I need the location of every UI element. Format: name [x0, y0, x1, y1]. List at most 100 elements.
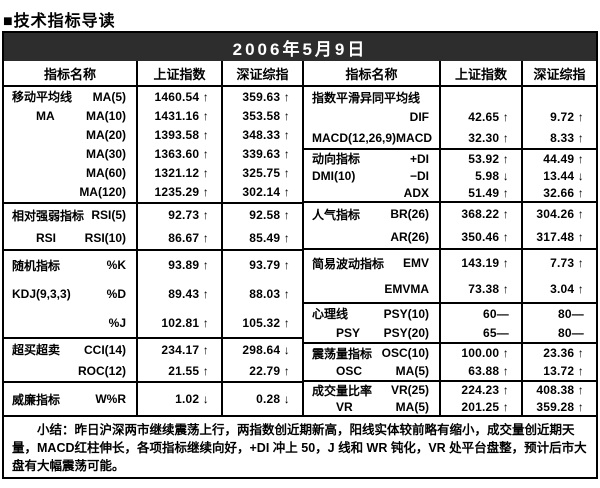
column-header-shenzhen-right: 深证综指: [533, 66, 586, 82]
shanghai-index-value: 32.30 ↑: [441, 127, 523, 148]
indicator-group-label: VR: [336, 399, 353, 414]
page-title: ■技术指标导读: [3, 13, 116, 30]
indicator-group-label: 随机指标: [12, 258, 61, 273]
table-row: 威廉指标 W%R 1.02 ↓ 0.28 ↓: [4, 383, 304, 415]
shanghai-index-value: 5.98 ↓: [441, 167, 523, 184]
table-row: MA(120) 1235.29 ↑ 302.14 ↑: [4, 182, 304, 203]
shanghai-index-value: 42.65 ↑: [441, 107, 523, 128]
table-row: MA(30) 1363.60 ↑ 339.63 ↑: [4, 144, 304, 164]
shenzhen-index-value: 302.14 ↑: [223, 182, 304, 203]
table-row: PSY PSY(20) 65— 80—: [304, 323, 596, 342]
table-row: MA MA(10) 1431.16 ↑ 353.58 ↑: [4, 106, 304, 126]
table-row: 指数平滑异同平均线: [304, 87, 596, 108]
column-header-indicator-right: 指标名称: [304, 61, 441, 85]
column-header-shanghai-right: 上证指数: [441, 61, 523, 85]
shanghai-index-value: 93.89 ↑: [138, 251, 223, 280]
shenzhen-index-value: 339.63 ↑: [223, 144, 304, 164]
indicator-group-label: 人气指标: [312, 207, 361, 222]
indicator-name-cell: 超买超卖 CCI(14): [4, 339, 138, 360]
indicator-name-cell: MA(20): [4, 125, 138, 145]
indicator-block-rsi: 相对强弱指标 RSI(5) 92.73 ↑ 92.58 ↑ RSI RSI(10) 86.6…: [4, 202, 304, 249]
indicator-sub-label: PSY(20): [383, 325, 429, 340]
indicator-name-cell: VR MA(5): [304, 398, 441, 415]
indicator-group-label: 威廉指标: [12, 392, 61, 407]
table-row: EMVMA 73.38 ↑ 3.04 ↑: [304, 276, 596, 302]
indicator-table: 2006年5月9日 指标名称 上证指数 深证综指 指标名称 上证指数 深证综指 …: [2, 31, 598, 479]
indicator-name-cell: KDJ(9,3,3) %D: [4, 279, 138, 309]
shanghai-index-value: 51.49 ↑: [441, 184, 523, 201]
indicator-sub-label: MA(5): [395, 399, 429, 414]
indicator-group-label: MA: [36, 108, 55, 123]
shanghai-index-value: 143.19 ↑: [441, 250, 523, 276]
shenzhen-index-value: 298.64 ↓: [223, 339, 304, 360]
indicator-name-cell: %J: [4, 308, 138, 338]
indicator-sub-label: MA(5): [395, 364, 429, 378]
table-row: KDJ(9,3,3) %D 89.43 ↑ 88.03 ↑: [4, 279, 304, 309]
indicator-block-kdj: 随机指标 %K 93.89 ↑ 93.79 ↑ KDJ(9,3,3) %D 89.43 ↑ 8…: [4, 249, 304, 338]
indicator-name-cell: 威廉指标 W%R: [4, 383, 138, 415]
table-row: ADX 51.49 ↑ 32.66 ↑: [304, 184, 596, 201]
indicator-sub-label: VR(25): [390, 383, 429, 398]
shanghai-index-value: 53.92 ↑: [441, 150, 523, 167]
indicator-group-label: 指数平滑异同平均线: [312, 90, 421, 105]
indicator-sub-label: −DI: [409, 168, 429, 183]
indicator-group-label: DMI(10): [312, 168, 356, 183]
shanghai-index-value: 368.22 ↑: [441, 203, 523, 226]
indicator-sub-label: MA(30): [85, 147, 126, 162]
indicator-sub-label: CCI(14): [83, 342, 126, 357]
table-row: 简易波动指标 EMV 143.19 ↑ 7.73 ↑: [304, 250, 596, 276]
indicator-group-label: OSC: [336, 364, 363, 378]
indicator-sub-label: AR(26): [390, 229, 429, 244]
indicator-name-cell: MA(60): [4, 163, 138, 183]
shanghai-index-value: 1363.60 ↑: [138, 144, 223, 164]
indicator-name-cell: MA MA(10): [4, 106, 138, 126]
indicator-block-emv: 简易波动指标 EMV 143.19 ↑ 7.73 ↑ EMVMA 73.38 ↑ 3.04 …: [304, 248, 596, 302]
shenzhen-index-value: 80—: [558, 306, 584, 321]
indicator-group-label: RSI: [36, 230, 57, 245]
indicator-group-label: 超买超卖: [12, 343, 61, 357]
shenzhen-index-value: 408.38 ↑: [536, 383, 584, 398]
shenzhen-index-value: 93.79 ↑: [223, 251, 304, 280]
table-row: ROC(12) 21.55 ↑ 22.79 ↑: [4, 360, 304, 381]
indicator-sub-label: MA(60): [85, 166, 126, 181]
shenzhen-index-value: 8.33 ↑: [550, 130, 584, 145]
indicator-sub-label: PSY(10): [383, 306, 429, 321]
indicator-group-label: MACD(12,26,9): [312, 130, 397, 145]
indicator-block-brar: 人气指标 BR(26) 368.22 ↑ 304.26 ↑ AR(26) 350.46 ↑…: [304, 201, 596, 248]
indicator-sub-label: DIF: [409, 110, 429, 125]
indicator-group-label: 移动平均线: [12, 90, 73, 105]
shenzhen-index-value: 13.44 ↓: [543, 168, 584, 183]
indicator-name-cell: 心理线 PSY(10): [304, 304, 441, 323]
indicator-group-label: 心理线: [312, 307, 349, 321]
shanghai-index-value: 86.67 ↑: [138, 226, 223, 249]
table-row: RSI RSI(10) 86.67 ↑ 85.49 ↑: [4, 226, 304, 249]
indicator-block-cci: 超买超卖 CCI(14) 234.17 ↑ 298.64 ↓ ROC(12) 21.55 …: [4, 337, 304, 381]
table-right-half: 指数平滑异同平均线 DIF 42.65 ↑ 9.72 ↑ MACD(12,26,9) MA…: [304, 87, 596, 415]
indicator-name-cell: OSC MA(5): [304, 362, 441, 380]
column-header-shenzhen-left: 深证综指: [223, 61, 304, 85]
table-body: 移动平均线 MA(5) 1460.54 ↑ 359.63 ↑ MA MA(10) 1431.…: [4, 87, 596, 415]
shenzhen-index-value: 13.72 ↑: [543, 364, 584, 378]
shanghai-index-value: 1321.12 ↑: [138, 163, 223, 183]
indicator-group-label: 简易波动指标: [312, 256, 385, 271]
indicator-sub-label: OSC(10): [381, 346, 429, 360]
column-header-shanghai-left: 上证指数: [138, 61, 223, 85]
shenzhen-index-value: 353.58 ↑: [223, 106, 304, 126]
indicator-group-label: KDJ(9,3,3): [12, 287, 71, 301]
indicator-block-psy: 心理线 PSY(10) 60— 80— PSY PSY(20) 65— 80—: [304, 302, 596, 342]
indicator-name-cell: MACD(12,26,9) MACD: [304, 127, 441, 148]
shanghai-index-value: 234.17 ↑: [138, 339, 223, 360]
shanghai-index-value: 102.81 ↑: [138, 308, 223, 338]
date-header: 2006年5月9日: [4, 33, 596, 61]
indicator-name-cell: DIF: [304, 107, 441, 128]
indicator-name-cell: EMVMA: [304, 276, 441, 302]
shenzhen-index-value: 317.48 ↑: [536, 229, 584, 244]
table-row: 震荡量指标 OSC(10) 100.00 ↑ 23.36 ↑: [304, 344, 596, 362]
table-row: 超买超卖 CCI(14) 234.17 ↑ 298.64 ↓: [4, 339, 304, 360]
indicator-sub-label: %D: [106, 287, 126, 301]
shenzhen-index-value: 105.32 ↑: [223, 308, 304, 338]
shenzhen-index-value: 0.28 ↓: [223, 383, 304, 415]
indicator-name-cell: 简易波动指标 EMV: [304, 250, 441, 276]
shenzhen-index-value: 88.03 ↑: [223, 279, 304, 309]
shanghai-index-value: 92.73 ↑: [138, 204, 223, 227]
